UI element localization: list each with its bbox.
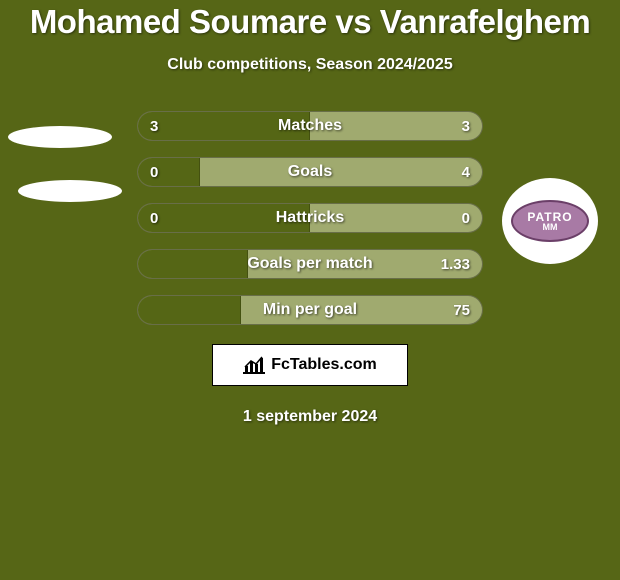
- stat-bar-fill: [138, 112, 310, 140]
- page-title: Mohamed Soumare vs Vanrafelghem: [0, 4, 620, 40]
- player-ellipse: [8, 126, 112, 148]
- badge-text-big: PATRO: [527, 211, 572, 223]
- stat-bar: 3Matches3: [137, 111, 483, 141]
- stat-right-value: 4: [462, 158, 470, 186]
- stat-bar: 0Goals4: [137, 157, 483, 187]
- footer-brand-box: FcTables.com: [212, 344, 408, 386]
- left-slot: [0, 202, 137, 234]
- player-ellipse: [18, 180, 122, 202]
- right-slot: [483, 294, 620, 326]
- stat-bar: Min per goal75: [137, 295, 483, 325]
- left-slot: [0, 294, 137, 326]
- stat-right-value: 1.33: [441, 250, 470, 278]
- club-badge-inner: PATRO MM: [511, 200, 589, 242]
- stat-bar-fill: [138, 158, 200, 186]
- stat-bar-fill: [138, 250, 248, 278]
- badge-text-small: MM: [543, 223, 558, 232]
- right-slot: [483, 110, 620, 142]
- stat-bar-fill: [138, 296, 241, 324]
- date-text: 1 september 2024: [0, 408, 620, 426]
- stat-bar: 0Hattricks0: [137, 203, 483, 233]
- stat-right-value: 3: [462, 112, 470, 140]
- stat-right-value: 0: [462, 204, 470, 232]
- subtitle: Club competitions, Season 2024/2025: [0, 56, 620, 74]
- stat-right-value: 75: [453, 296, 470, 324]
- stat-bar: Goals per match1.33: [137, 249, 483, 279]
- stat-row: Min per goal75: [0, 294, 620, 326]
- chart-icon: [243, 356, 265, 374]
- stat-bar-fill: [138, 204, 310, 232]
- stat-left-value: 0: [150, 158, 158, 186]
- stat-left-value: 0: [150, 204, 158, 232]
- club-badge: PATRO MM: [502, 178, 598, 264]
- footer-brand-text: FcTables.com: [271, 356, 377, 374]
- left-slot: [0, 248, 137, 280]
- stat-left-value: 3: [150, 112, 158, 140]
